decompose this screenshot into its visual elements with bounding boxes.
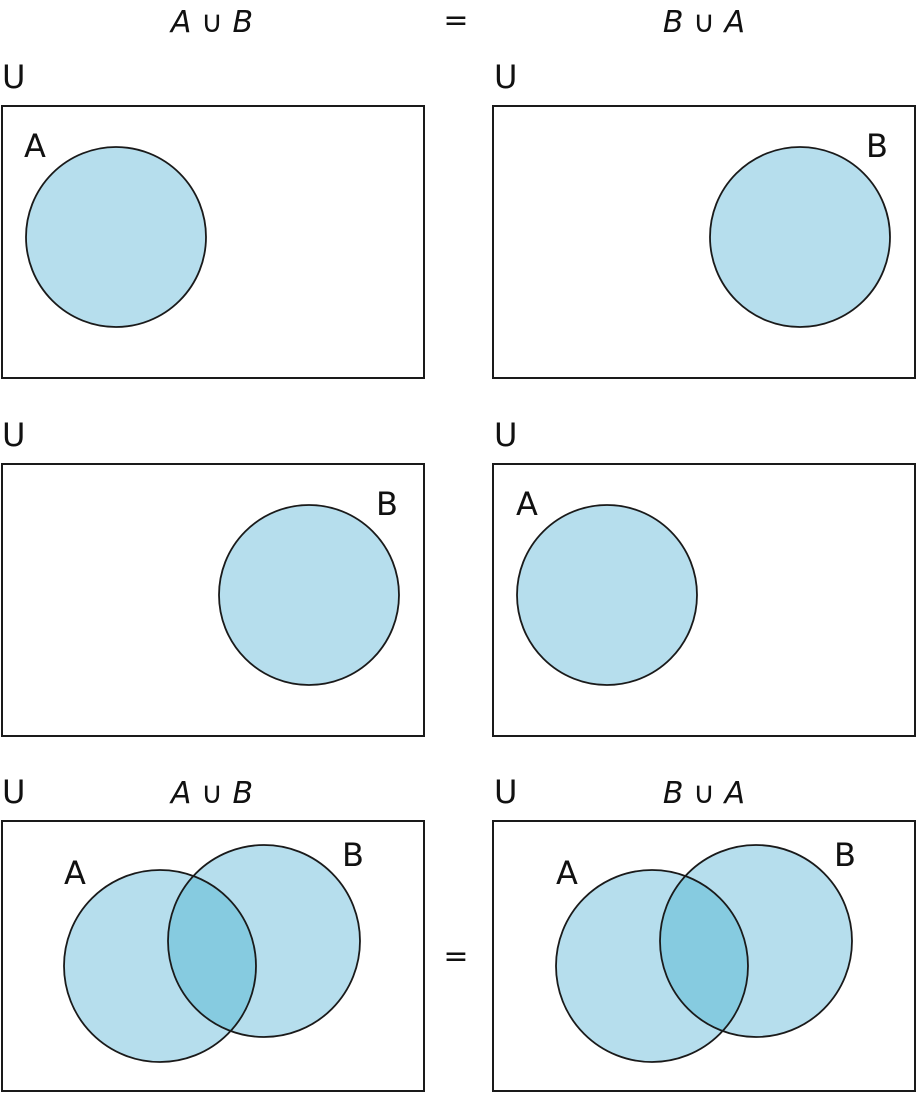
set-b-label: B — [376, 485, 398, 523]
set-a-label: A — [24, 127, 46, 165]
set-a-circle — [516, 504, 698, 686]
set-b-circle — [167, 844, 361, 1038]
universe-label: U — [494, 416, 517, 454]
set-a-label: A — [516, 485, 538, 523]
universe-label: U — [494, 773, 517, 811]
header-equals-sign: = — [443, 3, 468, 38]
universe-label: U — [2, 416, 25, 454]
set-a-label: A — [64, 854, 86, 892]
set-b-label: B — [866, 127, 888, 165]
intersection-region — [168, 870, 256, 1037]
set-a-circle — [63, 869, 257, 1063]
panel-row2-left: U B — [1, 416, 425, 737]
set-b-circle — [218, 504, 400, 686]
intersection-region — [660, 870, 748, 1037]
set-a-circle — [555, 869, 749, 1063]
header-left-formula: A ∪ B — [169, 5, 253, 40]
universe-label: U — [2, 58, 25, 96]
panel-row1-left: U A — [1, 58, 425, 379]
set-b-label: B — [342, 836, 364, 874]
set-b-circle — [659, 844, 853, 1038]
panel-row3-right: U B ∪ A A B — [492, 773, 916, 1092]
panel-row3-left: U A ∪ B A B — [1, 773, 425, 1092]
universe-label: U — [2, 773, 25, 811]
universe-label: U — [494, 58, 517, 96]
set-a-circle — [25, 146, 207, 328]
header-right-formula: B ∪ A — [663, 5, 745, 40]
union-formula-b-a: B ∪ A — [663, 776, 745, 811]
union-formula-a-b: A ∪ B — [169, 776, 253, 811]
set-a-label: A — [556, 854, 578, 892]
panel-row2-right: U A — [492, 416, 916, 737]
set-b-label: B — [834, 836, 856, 874]
equals-sign: = — [443, 939, 468, 974]
set-b-circle — [709, 146, 891, 328]
panel-row1-right: U B — [492, 58, 916, 379]
